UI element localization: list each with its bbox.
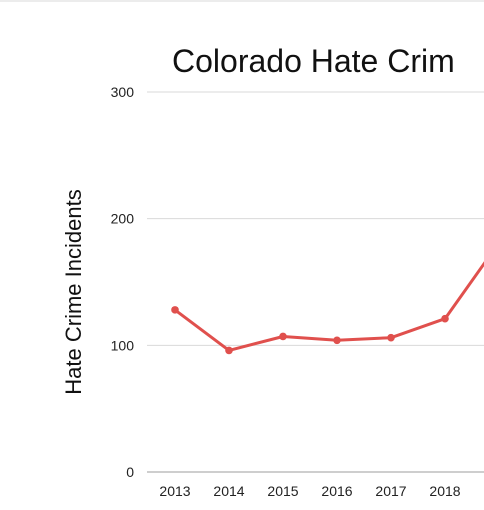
- y-tick-label-200: 200: [111, 211, 135, 227]
- top-rule: [0, 0, 484, 2]
- x-tick-label-2013: 2013: [159, 483, 190, 499]
- x-tick-label-2017: 2017: [375, 483, 406, 499]
- y-tick-label-300: 300: [111, 84, 135, 100]
- data-point-2017: [387, 333, 395, 342]
- series-line-0: [173, 261, 484, 352]
- x-tick-label-2014: 2014: [213, 483, 244, 499]
- x-axis-ticks: 2013 2014 2015 2016 2017 2018: [159, 483, 460, 499]
- data-point-2015: [279, 332, 287, 341]
- x-tick-label-2015: 2015: [267, 483, 298, 499]
- x-tick-label-2016: 2016: [321, 483, 352, 499]
- chart-title: Colorado Hate Crim: [172, 43, 455, 79]
- data-point-2016: [333, 336, 341, 345]
- gridlines: [147, 91, 484, 473]
- y-tick-label-100: 100: [111, 337, 135, 353]
- y-axis-ticks: 0 100 200 300: [111, 84, 135, 480]
- data-point-2013: [171, 306, 179, 314]
- data-point-2014: [225, 346, 233, 355]
- y-axis-label: Hate Crime Incidents: [61, 189, 86, 394]
- x-tick-label-2018: 2018: [429, 483, 460, 499]
- y-tick-label-0: 0: [126, 464, 134, 480]
- data-point-2018: [441, 314, 449, 323]
- series-group: [171, 261, 484, 355]
